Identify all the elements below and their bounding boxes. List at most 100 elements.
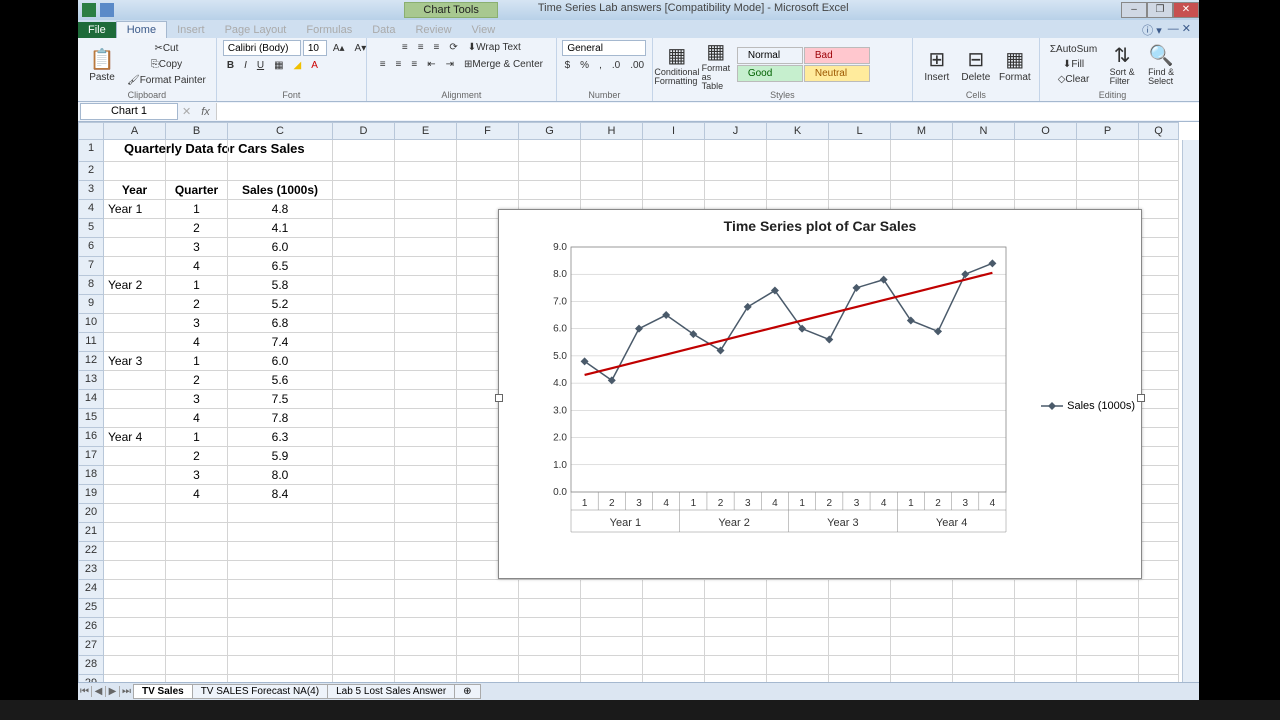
- cell[interactable]: [395, 618, 457, 637]
- select-all-corner[interactable]: [78, 122, 104, 140]
- cell[interactable]: [395, 276, 457, 295]
- row-header[interactable]: 6: [78, 238, 104, 257]
- font-color-button[interactable]: A: [307, 58, 322, 73]
- cell[interactable]: 4: [166, 333, 228, 352]
- cell[interactable]: [1139, 447, 1179, 466]
- cell[interactable]: [333, 523, 395, 542]
- chart-title[interactable]: Time Series plot of Car Sales: [499, 210, 1141, 242]
- tab-home[interactable]: Home: [116, 21, 167, 38]
- cell[interactable]: [104, 390, 166, 409]
- cell[interactable]: [395, 219, 457, 238]
- cell[interactable]: [581, 599, 643, 618]
- cell[interactable]: [1015, 675, 1077, 682]
- cell[interactable]: [457, 618, 519, 637]
- cell[interactable]: Sales (1000s): [228, 181, 333, 200]
- cell[interactable]: [333, 371, 395, 390]
- cell[interactable]: [891, 181, 953, 200]
- cell[interactable]: [643, 140, 705, 162]
- cell[interactable]: [333, 295, 395, 314]
- cell[interactable]: [333, 580, 395, 599]
- cell[interactable]: [581, 162, 643, 181]
- cell[interactable]: [1139, 257, 1179, 276]
- cell[interactable]: 3: [166, 466, 228, 485]
- cell[interactable]: [1139, 504, 1179, 523]
- cell[interactable]: [643, 599, 705, 618]
- cell[interactable]: [581, 637, 643, 656]
- cell[interactable]: [395, 485, 457, 504]
- cell[interactable]: [705, 162, 767, 181]
- cell[interactable]: [953, 637, 1015, 656]
- cell[interactable]: [104, 466, 166, 485]
- cell[interactable]: 3: [166, 238, 228, 257]
- col-header[interactable]: E: [395, 122, 457, 140]
- cell[interactable]: Year: [104, 181, 166, 200]
- cell[interactable]: [1139, 390, 1179, 409]
- cell[interactable]: [519, 675, 581, 682]
- cell[interactable]: [891, 656, 953, 675]
- cell[interactable]: [829, 162, 891, 181]
- cell[interactable]: [1015, 618, 1077, 637]
- col-header[interactable]: H: [581, 122, 643, 140]
- cell[interactable]: [1015, 580, 1077, 599]
- row-header[interactable]: 29: [78, 675, 104, 682]
- cell[interactable]: [228, 162, 333, 181]
- row-header[interactable]: 5: [78, 219, 104, 238]
- col-header[interactable]: I: [643, 122, 705, 140]
- cell[interactable]: [767, 580, 829, 599]
- cell[interactable]: 6.0: [228, 352, 333, 371]
- cell[interactable]: [1139, 561, 1179, 580]
- cell[interactable]: [395, 580, 457, 599]
- cell[interactable]: 4: [166, 409, 228, 428]
- cell[interactable]: [1077, 599, 1139, 618]
- col-header[interactable]: B: [166, 122, 228, 140]
- cell[interactable]: [395, 295, 457, 314]
- cell[interactable]: [395, 181, 457, 200]
- tab-file[interactable]: File: [78, 22, 116, 38]
- bold-button[interactable]: B: [223, 58, 238, 73]
- cell[interactable]: [395, 140, 457, 162]
- format-cells[interactable]: ▦Format: [997, 41, 1033, 89]
- cell[interactable]: [1139, 371, 1179, 390]
- row-header[interactable]: 26: [78, 618, 104, 637]
- tab-formulas[interactable]: Formulas: [296, 22, 362, 38]
- cell[interactable]: [953, 675, 1015, 682]
- cell[interactable]: [228, 523, 333, 542]
- cell[interactable]: [333, 352, 395, 371]
- cell[interactable]: [953, 599, 1015, 618]
- cell[interactable]: [104, 504, 166, 523]
- cell[interactable]: [166, 504, 228, 523]
- cell[interactable]: [395, 637, 457, 656]
- cell[interactable]: [333, 466, 395, 485]
- cell[interactable]: [228, 637, 333, 656]
- cell[interactable]: [581, 675, 643, 682]
- cell[interactable]: 4.8: [228, 200, 333, 219]
- wrap-text[interactable]: ⬇ Wrap Text: [464, 40, 525, 55]
- cell[interactable]: [104, 656, 166, 675]
- cell[interactable]: [333, 333, 395, 352]
- align-left[interactable]: ≡: [376, 57, 390, 72]
- format-painter-button[interactable]: 🖌 Format Painter: [123, 73, 210, 88]
- cell[interactable]: [104, 637, 166, 656]
- sort-filter[interactable]: ⇅Sort &Filter: [1104, 41, 1140, 89]
- cell[interactable]: [166, 542, 228, 561]
- cell[interactable]: [457, 656, 519, 675]
- cell[interactable]: [519, 618, 581, 637]
- cell[interactable]: [643, 675, 705, 682]
- cell[interactable]: [1139, 656, 1179, 675]
- cell[interactable]: [891, 618, 953, 637]
- style-bad[interactable]: Bad: [804, 47, 870, 64]
- tab-view[interactable]: View: [462, 22, 506, 38]
- cell[interactable]: 1: [166, 352, 228, 371]
- row-header[interactable]: 10: [78, 314, 104, 333]
- cell[interactable]: [457, 580, 519, 599]
- cell[interactable]: [581, 140, 643, 162]
- cell[interactable]: [104, 162, 166, 181]
- cell[interactable]: [767, 599, 829, 618]
- cell[interactable]: [1139, 618, 1179, 637]
- cell[interactable]: [705, 637, 767, 656]
- cell[interactable]: [395, 390, 457, 409]
- cell[interactable]: [1077, 162, 1139, 181]
- cell[interactable]: [166, 599, 228, 618]
- cell[interactable]: [395, 200, 457, 219]
- col-header[interactable]: C: [228, 122, 333, 140]
